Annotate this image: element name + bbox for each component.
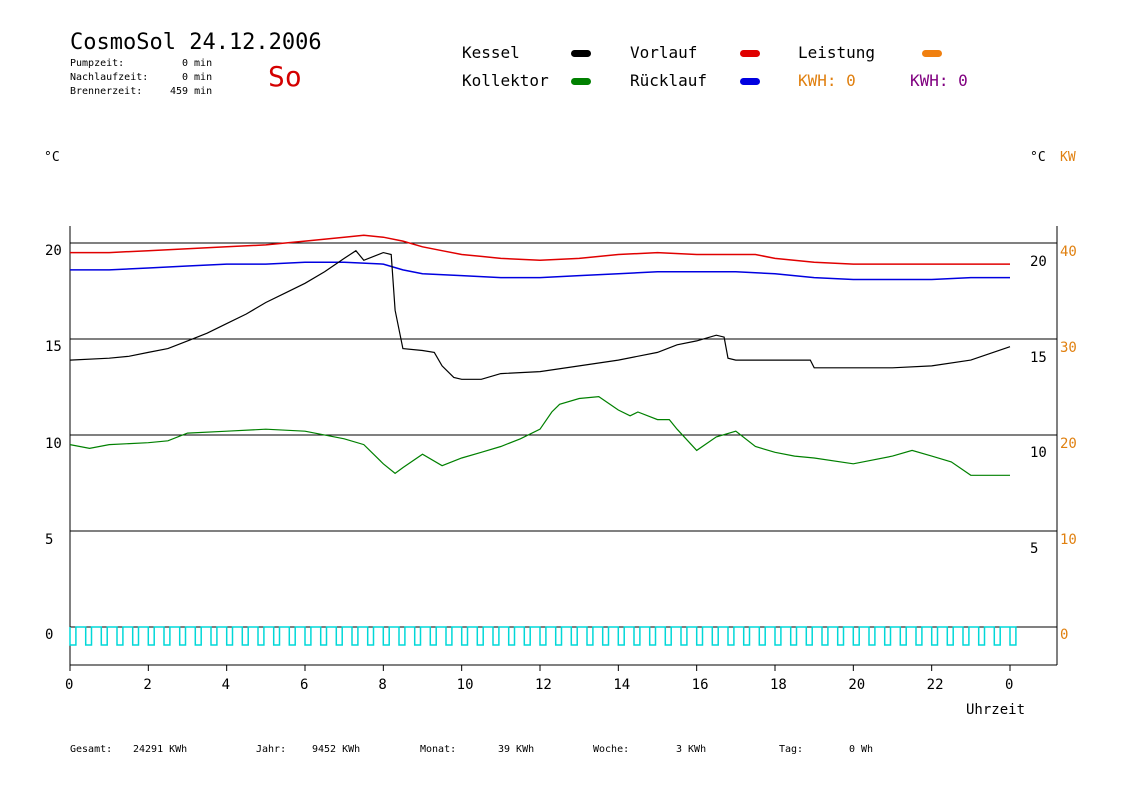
legend-kessel-label: Kessel [462, 43, 520, 62]
burner-time-label: Brennerzeit: [70, 86, 143, 97]
x-tick-label: 22 [926, 677, 944, 693]
x-tick-label: 16 [691, 677, 709, 693]
weekday-label: So [268, 60, 302, 93]
footer-monat-value: 39 KWh [498, 744, 535, 755]
legend-kollektor-swatch [571, 78, 591, 85]
footer-tag-label: Tag: [779, 744, 804, 755]
series-line-kollektor [69, 395, 1010, 476]
footer-woche-label: Woche: [593, 744, 630, 755]
x-tick-label: 20 [848, 677, 866, 693]
footer-tag-value: 0 Wh [849, 744, 874, 755]
left-tick-20: 20 [45, 243, 62, 259]
left-tick-0: 0 [45, 627, 54, 643]
x-tick-label: 12 [535, 677, 552, 693]
legend-ruecklauf-swatch [740, 78, 760, 85]
x-tick-label: 8 [378, 677, 387, 693]
right-axis-unit-kw: KW [1060, 150, 1076, 165]
series-line-vorlauf [70, 234, 1010, 265]
right-tick-40: 40 [1060, 244, 1077, 260]
right-tick-10: 10 [1060, 532, 1077, 548]
footer-jahr-label: Jahr: [256, 744, 287, 755]
inner-tick-10: 10 [1030, 445, 1047, 461]
x-axis-title: Uhrzeit [966, 702, 1026, 718]
legend-leistung-label: Leistung [798, 43, 876, 62]
pump-status-trace [69, 626, 1017, 646]
x-tick-label: 0 [65, 677, 74, 693]
right-axis-unit: °C [1030, 150, 1046, 165]
pump-time-value: 0 min [182, 58, 213, 69]
inner-tick-20: 20 [1030, 254, 1047, 270]
page-title: CosmoSol 24.12.2006 [70, 30, 322, 55]
burner-time-value: 459 min [170, 86, 213, 97]
left-tick-10: 10 [45, 436, 62, 452]
x-tick-label: 18 [770, 677, 787, 693]
left-tick-5: 5 [45, 532, 54, 548]
legend-kwh-purple: KWH: 0 [910, 71, 968, 90]
inner-tick-15: 15 [1030, 350, 1047, 366]
legend-vorlauf-swatch [740, 50, 760, 57]
footer-gesamt-value: 24291 KWh [133, 744, 188, 755]
footer-monat-label: Monat: [420, 744, 457, 755]
x-tick-label: 10 [456, 677, 474, 693]
footer-gesamt-label: Gesamt: [70, 744, 113, 755]
series-line-ruecklauf [70, 261, 1010, 281]
footer-woche-value: 3 KWh [676, 744, 707, 755]
pump-time-label: Pumpzeit: [70, 58, 125, 69]
overrun-time-value: 0 min [182, 72, 213, 83]
x-tick-label: 4 [221, 677, 231, 693]
x-tick-label: 2 [143, 677, 152, 693]
left-tick-15: 15 [45, 339, 62, 355]
x-tick-label: 6 [300, 677, 309, 693]
left-axis-unit: °C [44, 150, 60, 165]
right-tick-0: 0 [1060, 627, 1069, 643]
right-tick-30: 30 [1060, 340, 1077, 356]
legend-kollektor-label: Kollektor [462, 71, 549, 90]
legend-vorlauf-label: Vorlauf [630, 43, 698, 62]
x-tick-label: 0 [1005, 677, 1014, 693]
legend-ruecklauf-label: Rücklauf [630, 71, 708, 90]
series-line-kessel [69, 249, 1011, 380]
overrun-time-label: Nachlaufzeit: [70, 72, 149, 83]
right-tick-20: 20 [1060, 436, 1077, 452]
legend-leistung-swatch [922, 50, 942, 57]
inner-tick-5: 5 [1030, 541, 1039, 557]
legend-kessel-swatch [571, 50, 591, 57]
x-tick-label: 14 [613, 677, 631, 693]
legend-kwh-orange: KWH: 0 [798, 71, 856, 90]
footer-jahr-value: 9452 KWh [312, 744, 361, 755]
